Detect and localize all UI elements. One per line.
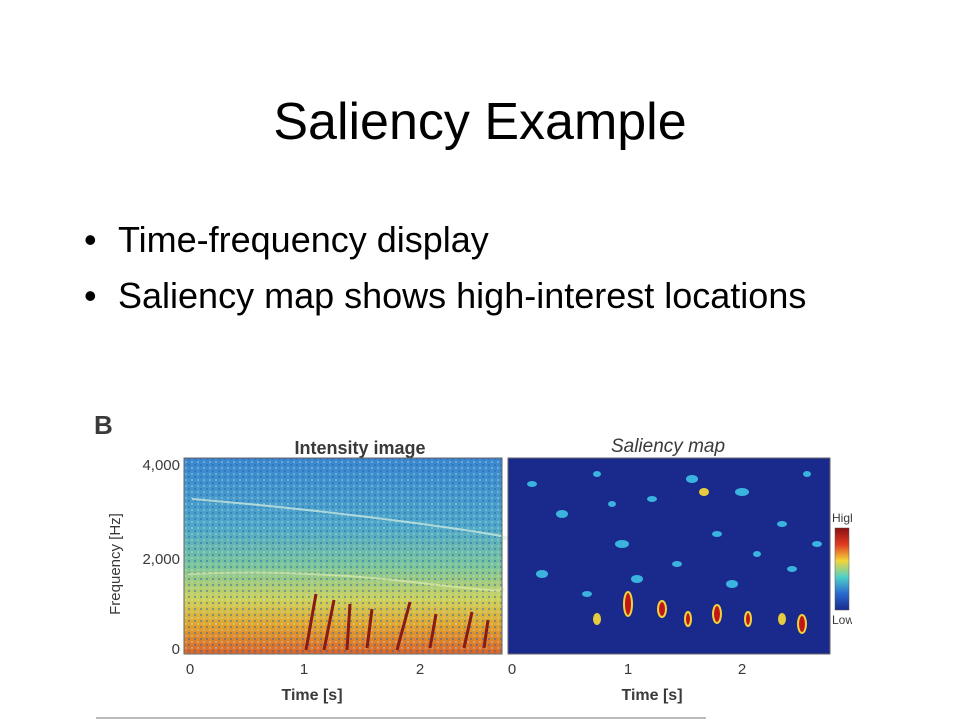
saliency-figure: B Intensity image Frequency [Hz] 4,000 2… bbox=[92, 404, 852, 720]
colorbar-high-label: High bbox=[832, 511, 852, 525]
colorbar-low-label: Low bbox=[832, 613, 852, 627]
ytick-2000: 2,000 bbox=[142, 551, 180, 568]
left-xtick-2: 2 bbox=[416, 661, 424, 678]
saliency-map bbox=[508, 458, 830, 654]
panel-label: B bbox=[94, 410, 113, 440]
left-panel-title: Intensity image bbox=[294, 438, 425, 458]
bullet-dot-icon: • bbox=[84, 275, 97, 316]
bullet-dot-icon: • bbox=[84, 219, 97, 260]
right-panel-title: Saliency map bbox=[611, 436, 725, 457]
left-panel-xlabel: Time [s] bbox=[281, 687, 342, 704]
bullet-item: • Saliency map shows high-interest locat… bbox=[80, 274, 840, 318]
bullet-list: • Time-frequency display • Saliency map … bbox=[80, 218, 840, 330]
left-xtick-1: 1 bbox=[300, 661, 308, 678]
colorbar bbox=[834, 527, 850, 611]
bullet-text: Saliency map shows high-interest locatio… bbox=[118, 275, 807, 316]
ytick-0: 0 bbox=[172, 641, 180, 658]
right-xtick-2: 2 bbox=[738, 661, 746, 678]
ytick-4000: 4,000 bbox=[142, 457, 180, 474]
right-xtick-1: 1 bbox=[624, 661, 632, 678]
right-panel-xlabel: Time [s] bbox=[621, 687, 682, 704]
intensity-image bbox=[184, 458, 510, 654]
bullet-text: Time-frequency display bbox=[118, 219, 489, 260]
left-panel-ylabel: Frequency [Hz] bbox=[107, 513, 124, 615]
right-xtick-0: 0 bbox=[508, 661, 516, 678]
left-xtick-0: 0 bbox=[186, 661, 194, 678]
bullet-item: • Time-frequency display bbox=[80, 218, 840, 262]
slide-title: Saliency Example bbox=[273, 93, 687, 151]
